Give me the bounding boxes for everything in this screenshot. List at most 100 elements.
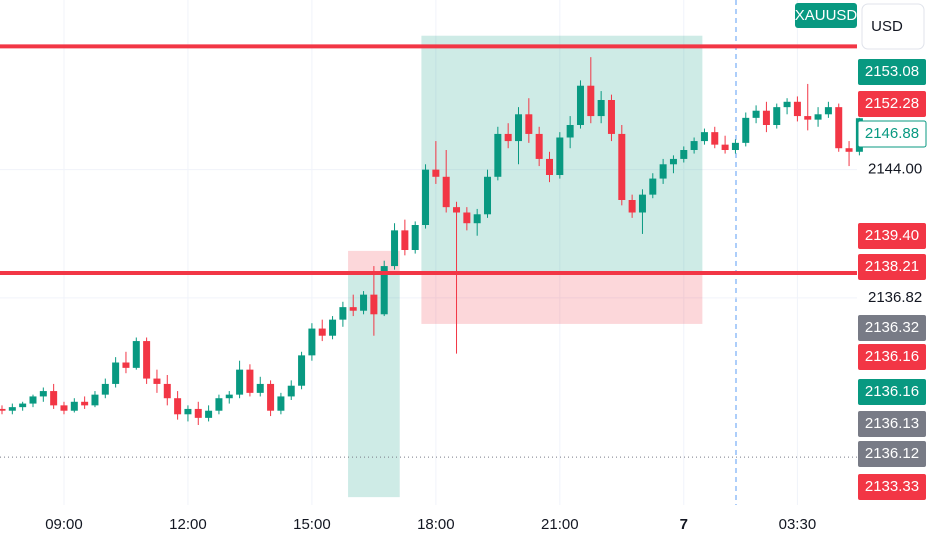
candle-body	[246, 369, 254, 393]
price-badge-label: 2136.16	[865, 383, 919, 400]
plot-area	[0, 0, 863, 505]
candle-body	[391, 230, 399, 267]
symbol-label[interactable]: XAUUSD	[795, 7, 858, 24]
price-badge	[858, 315, 926, 341]
candle-body	[101, 383, 109, 395]
price-badge-label: 2133.33	[865, 478, 919, 495]
candle-body	[143, 341, 151, 379]
candle-body	[236, 369, 244, 395]
candle-body	[174, 398, 182, 415]
candle-body	[587, 85, 595, 117]
x-tick-label: 12:00	[169, 516, 207, 533]
candle-body	[267, 383, 275, 411]
candle-body	[401, 230, 409, 250]
candle-body	[70, 401, 78, 411]
currency-label[interactable]: USD	[871, 18, 903, 35]
candle-body	[566, 125, 574, 138]
candle-body	[256, 383, 264, 393]
price-badge-label: 2153.08	[865, 63, 919, 80]
price-badge-label: 2138.21	[865, 258, 919, 275]
price-badge-label: 2136.16	[865, 348, 919, 365]
candle-body	[721, 144, 729, 150]
candle-body	[215, 398, 223, 411]
price-badge	[858, 254, 926, 280]
candle-body	[669, 158, 677, 165]
price-badge	[857, 120, 927, 148]
candle-body	[8, 407, 16, 411]
candle-body	[50, 391, 58, 406]
position-stop-zone	[421, 273, 703, 324]
x-tick-label: 03:30	[779, 516, 817, 533]
candle-body	[308, 328, 316, 356]
candle-body	[184, 408, 192, 415]
candle-body	[60, 405, 68, 411]
candle-body	[504, 133, 512, 142]
candle-body	[453, 207, 461, 213]
candle-body	[298, 355, 306, 386]
candle-body	[205, 410, 213, 418]
candle-body	[287, 385, 295, 397]
candle-body	[700, 132, 708, 142]
candle-body	[814, 114, 822, 120]
price-badge-label: 2136.32	[865, 319, 919, 336]
candle-body	[773, 107, 781, 125]
y-tick-label: 2136.82	[868, 289, 922, 306]
price-badge	[858, 344, 926, 370]
candle-body	[494, 133, 502, 177]
candle-body	[442, 176, 450, 208]
price-badge	[858, 91, 926, 117]
candle-body	[225, 394, 233, 399]
candle-body	[618, 133, 626, 200]
candle-body	[39, 391, 47, 397]
candle-body	[824, 107, 832, 115]
candle-body	[422, 169, 430, 225]
candle-body	[628, 200, 636, 213]
candle-body	[463, 212, 471, 224]
candle-body	[649, 178, 657, 195]
symbol-badge[interactable]	[795, 3, 857, 28]
candle-body	[659, 164, 667, 179]
candle-body	[793, 101, 801, 117]
candle-body	[132, 341, 140, 368]
candle-body	[783, 101, 791, 108]
price-badge	[858, 441, 926, 467]
currency-button[interactable]	[861, 3, 925, 50]
candle-body	[607, 100, 615, 134]
candle-body	[153, 378, 161, 384]
candle-body	[835, 107, 843, 149]
price-badge	[858, 411, 926, 437]
candle-body	[411, 225, 419, 250]
price-badge	[858, 59, 926, 85]
x-tick-label: 21:00	[541, 516, 579, 533]
candle-body	[845, 148, 853, 152]
price-badge-label: 2136.12	[865, 445, 919, 462]
candle-body	[535, 133, 543, 159]
candle-body	[525, 114, 533, 134]
candle-body	[711, 132, 719, 145]
candle-body	[690, 141, 698, 150]
price-badge	[858, 474, 926, 500]
candle-body	[762, 110, 770, 125]
candle-body	[112, 362, 120, 384]
y-tick-label: 2144.00	[868, 161, 922, 178]
price-badge-label: 2152.28	[865, 95, 919, 112]
candle-body	[545, 158, 553, 175]
candle-body	[680, 150, 688, 159]
candle-body	[277, 396, 285, 411]
price-badge	[858, 379, 926, 405]
candle-body	[804, 116, 812, 120]
candle-body	[360, 294, 368, 311]
candle-body	[484, 176, 492, 215]
candle-body	[556, 137, 564, 175]
candle-body	[731, 142, 739, 150]
x-tick-label: 09:00	[45, 516, 83, 533]
candle-body	[349, 307, 357, 311]
candle-body	[339, 307, 347, 320]
candle-body	[0, 408, 6, 411]
x-tick-label: 18:00	[417, 516, 455, 533]
candle-body	[473, 214, 481, 224]
candle-body	[91, 394, 99, 406]
candle-body	[515, 114, 522, 142]
candle-body	[597, 100, 605, 117]
